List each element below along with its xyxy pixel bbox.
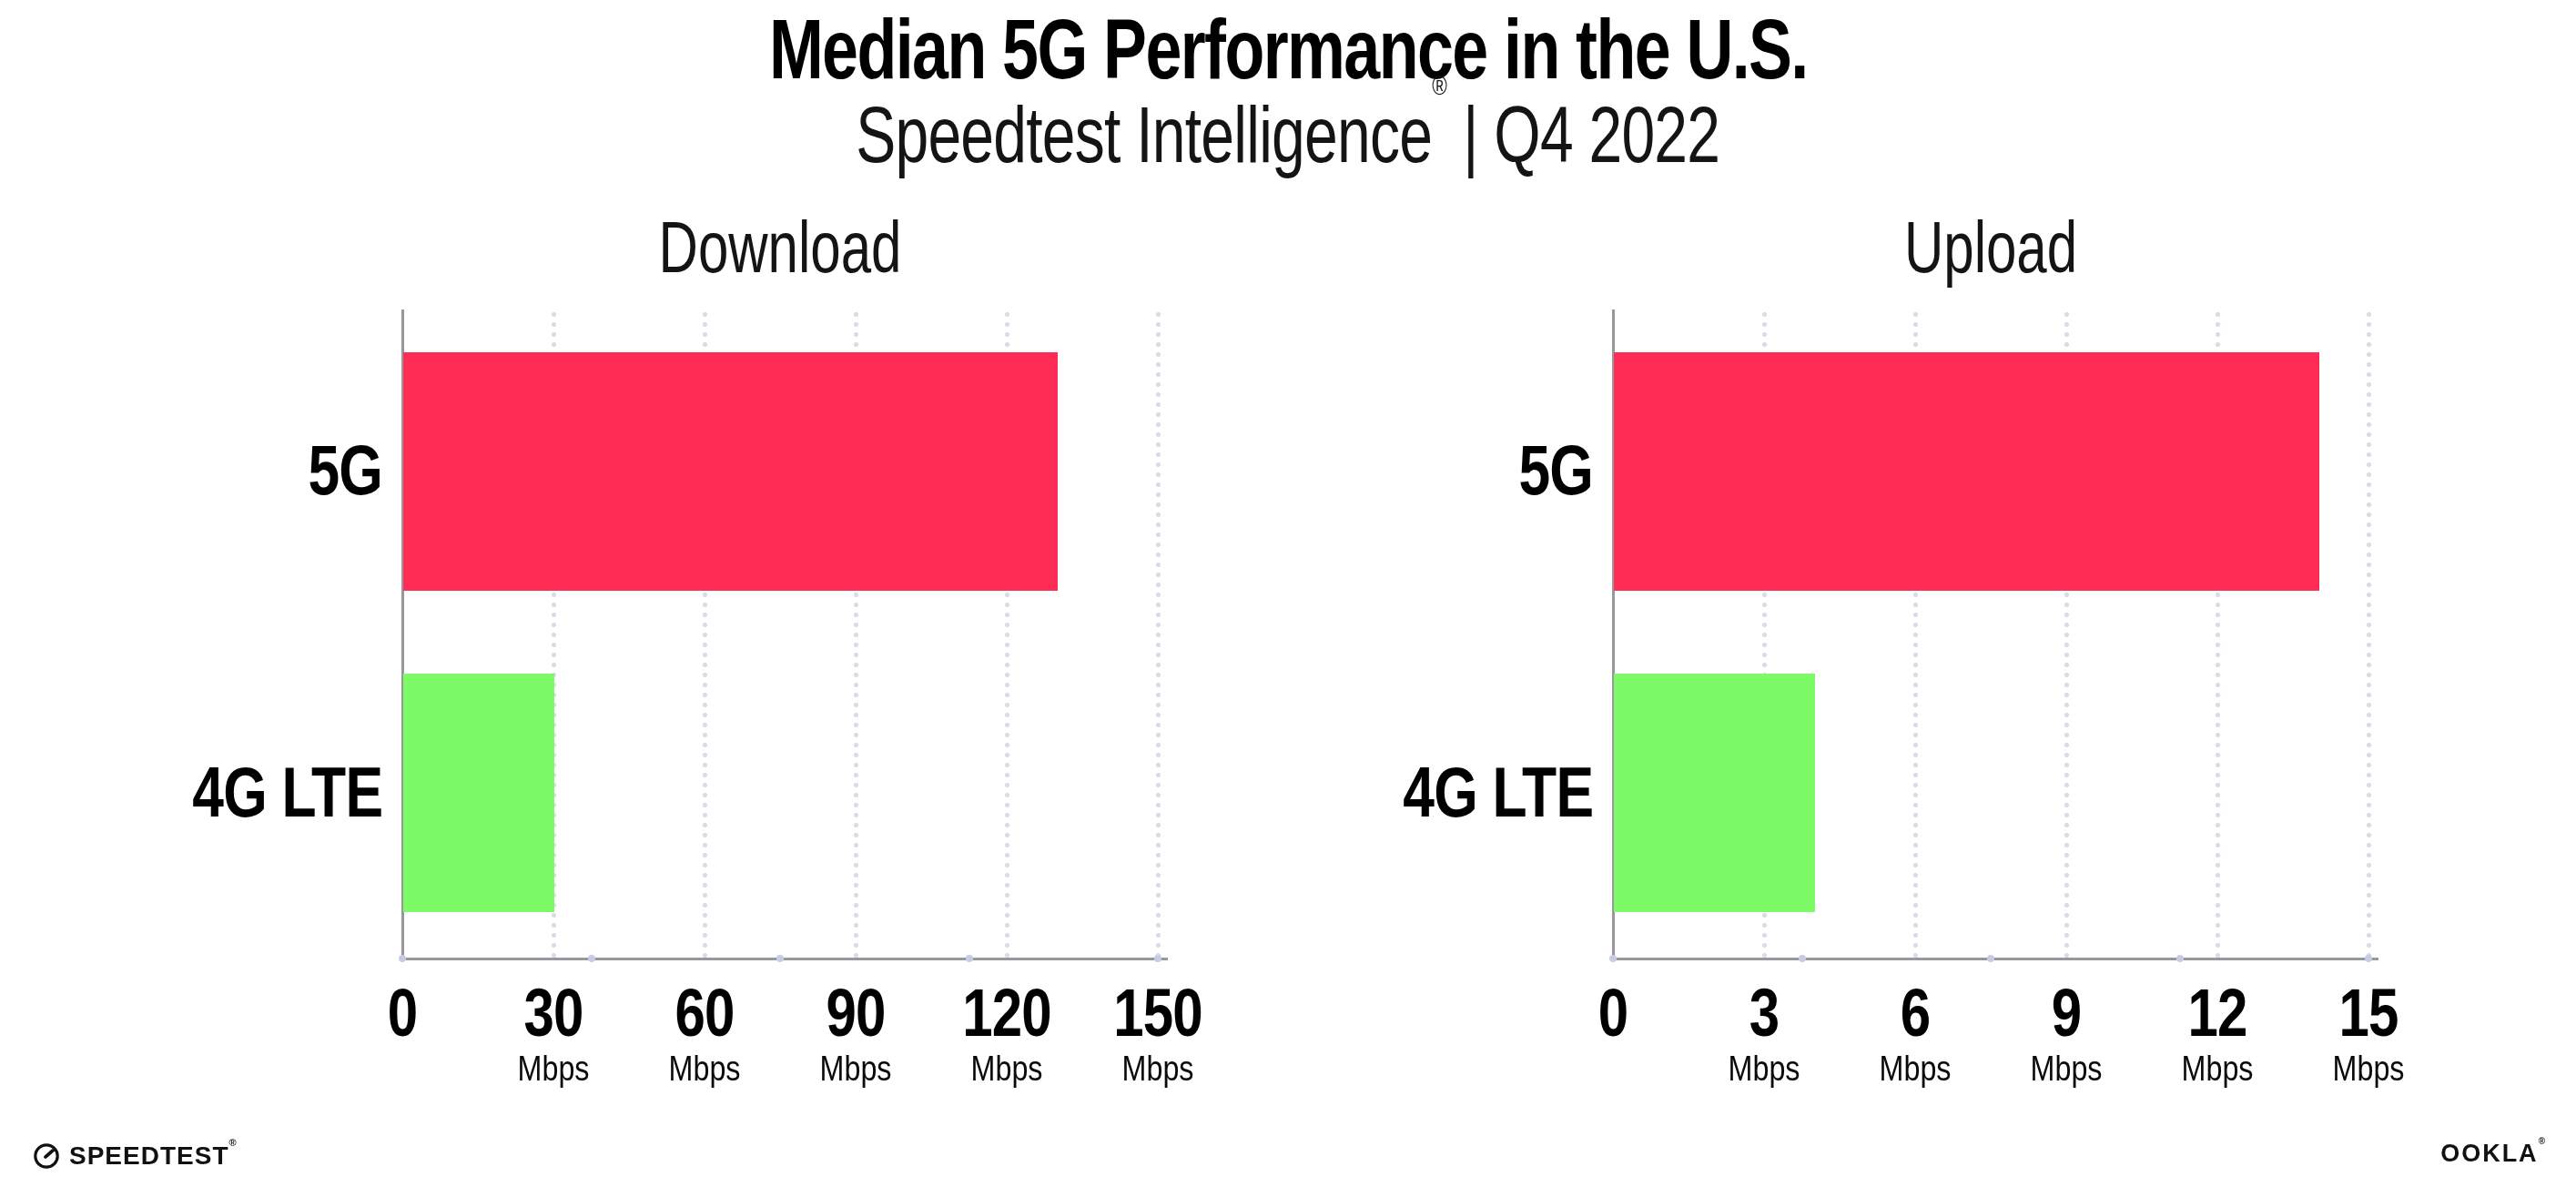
- x-tick-label: 12: [2187, 979, 2246, 1047]
- infographic-canvas: { "header": { "title": "Median 5G Perfor…: [0, 0, 2576, 1197]
- ookla-wordmark: OOKLA®: [2440, 1140, 2545, 1167]
- x-tick-unit: Mbps: [2031, 1051, 2103, 1086]
- axis-tick-dot: [2176, 955, 2184, 962]
- registered-mark-icon: ®: [2539, 1136, 2545, 1146]
- gridline: [2367, 309, 2371, 959]
- speedtest-gauge-icon: [33, 1142, 60, 1170]
- charts-row: Download5G4G LTE030Mbps60Mbps90Mbps120Mb…: [0, 0, 2576, 1197]
- speedtest-label: SPEEDTEST: [69, 1141, 228, 1170]
- x-tick-label: 0: [1598, 979, 1628, 1047]
- chart-title: Upload: [1904, 211, 2077, 284]
- x-tick-label: 3: [1749, 979, 1780, 1047]
- x-tick-unit: Mbps: [2333, 1051, 2405, 1086]
- x-tick-unit: Mbps: [1880, 1051, 1952, 1086]
- axis-tick-dot: [1987, 955, 1994, 962]
- ookla-label: OOKLA: [2440, 1140, 2539, 1167]
- axis-tick-dot: [1799, 955, 1806, 962]
- axis-tick-dot: [2365, 955, 2372, 962]
- x-axis-line: [1612, 958, 2378, 960]
- registered-mark-icon: ®: [228, 1137, 236, 1148]
- speedtest-logo: SPEEDTEST®: [33, 1136, 237, 1176]
- panel-upload: Upload 5G 4G LTE 0 3 Mbps 6 Mbps 9 Mbps 12 Mbps 15 Mb…: [0, 0, 2576, 1197]
- category-label-4g-lte: 4G LTE: [1403, 756, 1593, 827]
- x-tick-unit: Mbps: [2182, 1051, 2254, 1086]
- x-tick-label: 9: [2052, 979, 2082, 1047]
- category-label-5g: 5G: [1518, 434, 1593, 505]
- x-tick-unit: Mbps: [1729, 1051, 1800, 1086]
- speedtest-wordmark: SPEEDTEST®: [69, 1143, 237, 1169]
- ookla-logo: OOKLA®: [2440, 1141, 2545, 1166]
- axis-tick-dot: [1609, 955, 1617, 962]
- x-tick-label: 6: [1901, 979, 1931, 1047]
- x-tick-label: 15: [2338, 979, 2398, 1047]
- bar-4g-lte: [1614, 674, 1815, 912]
- bar-5g: [1614, 352, 2319, 591]
